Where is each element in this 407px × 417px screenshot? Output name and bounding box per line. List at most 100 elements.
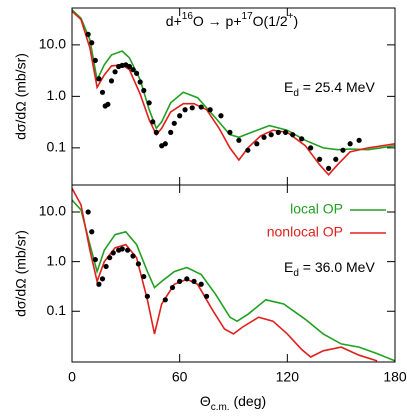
data-point [169, 284, 176, 291]
legend-label: local OP [290, 201, 343, 217]
data-point [92, 256, 98, 263]
data-point [99, 89, 106, 95]
data-point [207, 107, 213, 113]
y-axis-label: dσ/dΩ (mb/sr) [13, 53, 29, 140]
x-tick-label: 60 [172, 369, 188, 385]
data-point [171, 120, 177, 126]
legend-label: nonlocal OP [267, 224, 343, 240]
x-tick-label: 120 [276, 369, 300, 385]
x-label-part: Θ [200, 393, 211, 409]
data-point [333, 156, 339, 162]
data-point [347, 141, 353, 147]
data-point [107, 255, 113, 261]
plot-frame [71, 7, 396, 186]
data-point [96, 76, 102, 82]
data-point [177, 113, 183, 119]
data-point [89, 229, 95, 235]
annotation-part: d [293, 88, 299, 99]
title-part: d+ [166, 13, 182, 29]
data-point [282, 129, 289, 135]
data-point [110, 250, 116, 256]
annotation-part: = 25.4 MeV [299, 79, 376, 95]
data-point [146, 100, 152, 106]
data-point [125, 247, 131, 253]
data-point [92, 57, 98, 63]
y-tick-label: 1.0 [47, 87, 67, 103]
data-point [162, 297, 168, 303]
data-point [144, 293, 150, 299]
data-point [126, 63, 133, 70]
data-point [227, 129, 233, 135]
title-part: O → p+ [193, 13, 242, 29]
y-axis-label: dσ/dΩ (mb/sr) [13, 230, 29, 317]
data-point [191, 278, 197, 284]
annotation-part: = 36.0 MeV [299, 259, 376, 275]
data-point [134, 70, 140, 76]
annotation-part: E [284, 259, 293, 275]
data-point [261, 134, 267, 140]
data-point [218, 113, 224, 119]
data-point [317, 156, 323, 162]
data-point [99, 276, 106, 282]
title-part: ) [294, 13, 299, 29]
data-point [189, 105, 195, 111]
title-part: 17 [242, 11, 254, 22]
data-point [130, 253, 136, 259]
data-point [85, 209, 91, 215]
title-part: 16 [182, 11, 194, 22]
data-point [105, 101, 111, 107]
title-part: + [288, 11, 294, 22]
data-point [141, 87, 147, 94]
series-line [72, 199, 395, 362]
y-tick-label: 10.0 [39, 203, 66, 219]
data-point [141, 273, 147, 280]
data-point [103, 263, 109, 270]
y-tick-label: 0.1 [47, 139, 67, 155]
data-point [340, 147, 346, 153]
data-point [135, 261, 141, 267]
data-point [308, 145, 314, 151]
x-tick-label: 0 [68, 369, 76, 385]
annotation: Ed = 25.4 MeV [284, 79, 375, 99]
x-label-part: (deg) [230, 393, 267, 409]
y-tick-label: 10.0 [39, 36, 66, 52]
x-tick-label: 180 [383, 369, 407, 385]
data-point [85, 31, 91, 37]
x-label-part: c.m. [211, 402, 230, 412]
chart-title: d+16O → p+17O(1/2+) [166, 11, 298, 29]
data-point [153, 129, 159, 135]
data-point [245, 147, 251, 153]
annotation-part: E [284, 79, 293, 95]
data-point [198, 104, 204, 110]
title-part: O(1/2 [253, 13, 288, 29]
plot-frame [71, 184, 396, 363]
data-point [119, 246, 125, 252]
y-tick-label: 0.1 [47, 302, 67, 318]
series-line [72, 9, 395, 151]
data-point [182, 107, 188, 113]
y-tick-label: 1.0 [47, 252, 67, 268]
data-point [198, 281, 204, 287]
data-point [275, 129, 281, 135]
data-point [162, 141, 168, 147]
annotation: Ed = 36.0 MeV [284, 259, 375, 279]
data-point [89, 40, 95, 46]
data-point [96, 281, 102, 287]
data-point [112, 69, 118, 75]
data-point [326, 165, 332, 171]
data-point [177, 278, 183, 284]
data-point [130, 67, 136, 73]
data-point [268, 132, 274, 138]
data-point [184, 276, 190, 282]
data-point [254, 141, 260, 147]
data-point [137, 79, 143, 85]
annotation-part: d [293, 268, 299, 279]
data-point [203, 293, 210, 299]
data-point [290, 132, 296, 138]
data-point [150, 119, 156, 125]
data-point [168, 129, 174, 135]
data-point [356, 137, 362, 143]
x-axis-label: Θc.m. (deg) [200, 393, 266, 412]
data-point [299, 136, 305, 142]
